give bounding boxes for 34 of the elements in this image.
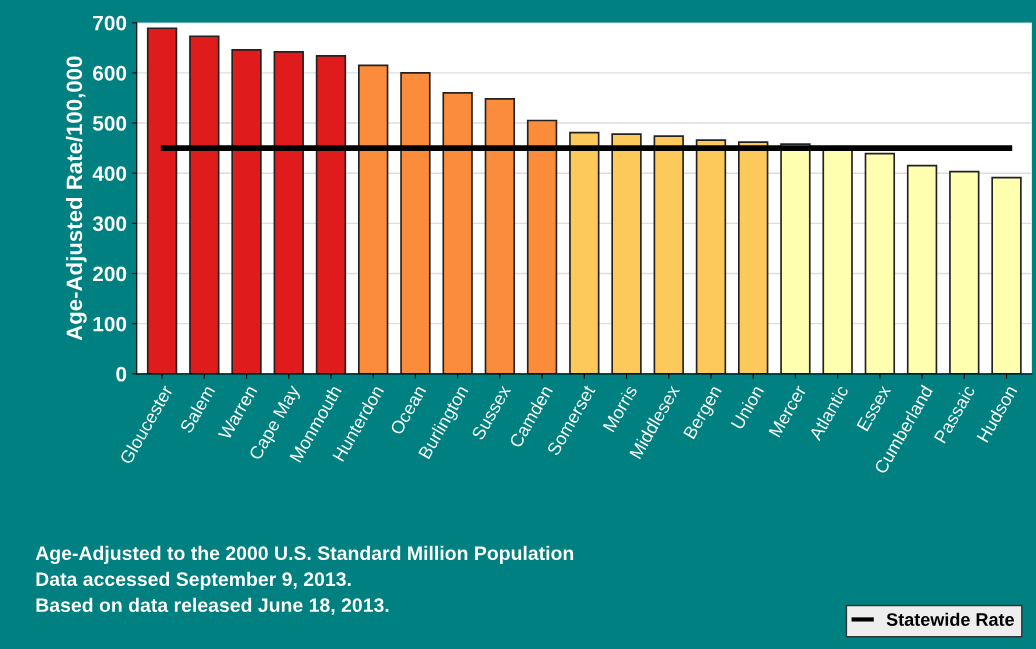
bar [526, 119, 558, 374]
y-tick-label: 600 [93, 65, 127, 81]
legend-label: Statewide Rate [886, 612, 1014, 626]
bar [315, 54, 347, 374]
bar [484, 98, 516, 374]
bar [822, 148, 853, 374]
bar [991, 176, 1022, 374]
y-tick-label: 400 [92, 166, 127, 181]
bar [738, 141, 769, 374]
bar [864, 152, 896, 374]
bar [231, 48, 262, 374]
text: Age-Adjusted to the 2000 U.S. Standard Million Population [35, 545, 574, 564]
y-tick-label: 100 [93, 316, 127, 332]
y-tick-label: 500 [92, 116, 127, 131]
bar [358, 64, 389, 374]
y-tick-label: 200 [93, 266, 127, 282]
y-tick-label: 700 [93, 15, 127, 31]
bar [949, 170, 980, 374]
text: Data accessed September 9, 2013. [36, 571, 351, 590]
y-axis-title: Age-Adjusted Rate/100,000 [65, 56, 87, 341]
bar [400, 72, 431, 374]
bar [442, 92, 473, 374]
bar [273, 50, 304, 374]
text: Based on data released June 18, 2013. [36, 597, 389, 615]
bar [780, 143, 811, 374]
bar [189, 35, 220, 374]
bar [611, 133, 642, 374]
bar [569, 131, 600, 374]
bar [695, 139, 727, 374]
y-tick-label: 300 [92, 216, 127, 232]
bar [653, 135, 684, 374]
y-tick-label: 0 [116, 366, 127, 382]
bar [146, 27, 178, 374]
bar [906, 164, 938, 374]
